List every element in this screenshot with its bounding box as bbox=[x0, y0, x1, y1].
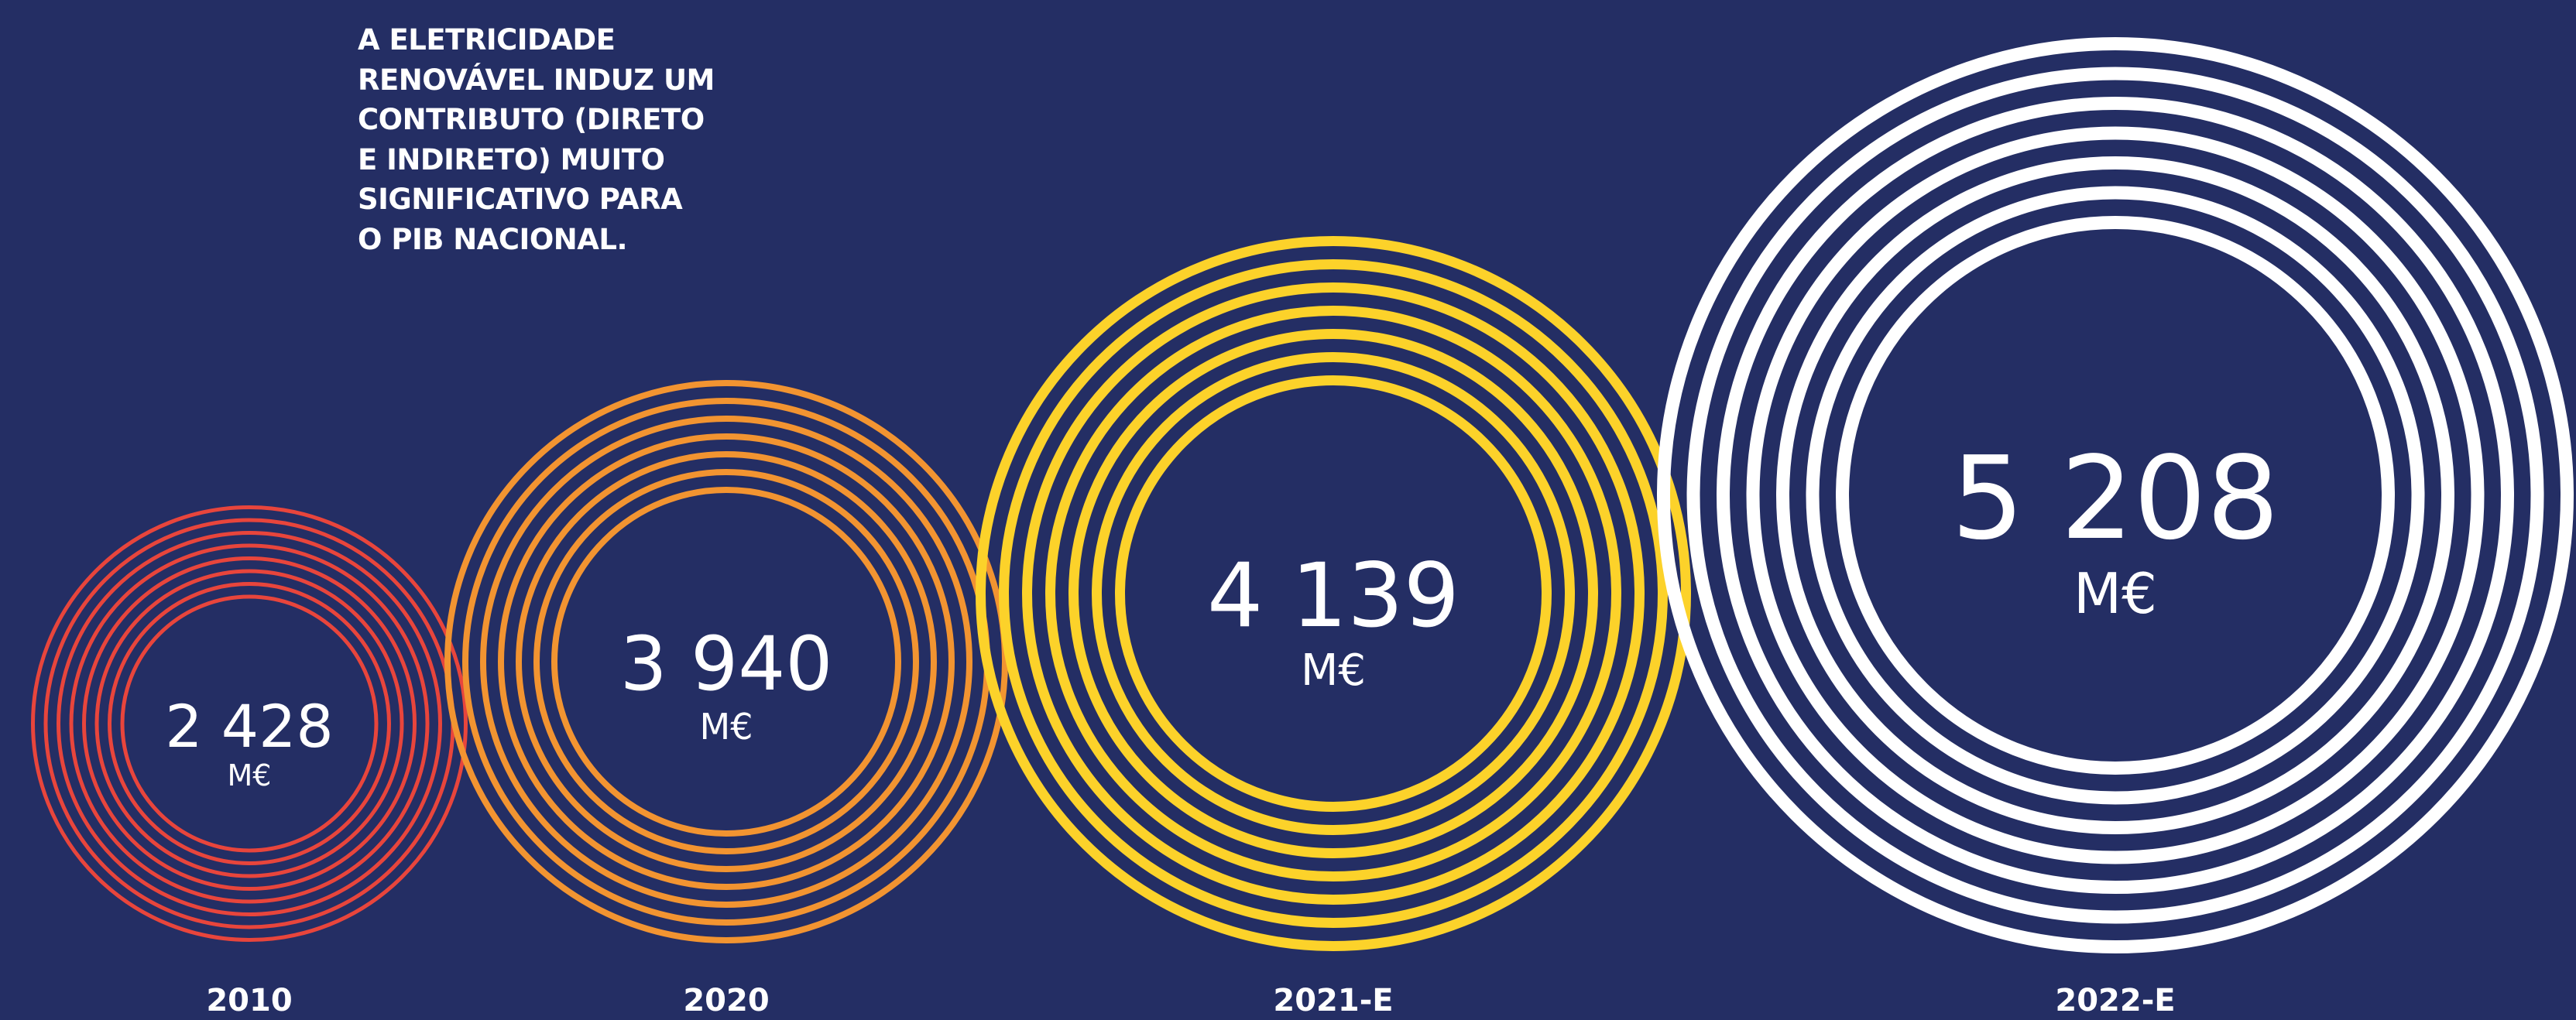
bubble-ring bbox=[498, 433, 955, 890]
bubble-ring bbox=[120, 594, 379, 853]
bubble-ring bbox=[999, 259, 1668, 928]
bubble-ring bbox=[94, 569, 404, 878]
bubble-value-label: 5 208 bbox=[1951, 432, 2279, 565]
bubble-ring bbox=[108, 582, 391, 865]
bubble-unit-label: M€ bbox=[228, 758, 272, 792]
year-label: 2020 bbox=[683, 983, 769, 1018]
bubble-ring bbox=[1045, 306, 1621, 881]
bubble-ring bbox=[1776, 156, 2454, 834]
bubble-ring bbox=[533, 469, 919, 854]
bubble-unit-label: M€ bbox=[2073, 561, 2157, 626]
bubble-ring bbox=[1657, 37, 2574, 953]
bubble-ring bbox=[516, 451, 937, 872]
bubble-ring bbox=[1115, 375, 1552, 812]
bubble-ring bbox=[444, 380, 1008, 943]
bubble-ring bbox=[480, 416, 972, 908]
bubble-ring bbox=[1806, 186, 2425, 805]
bubble-ring bbox=[1068, 329, 1598, 858]
bubble-ring bbox=[69, 543, 430, 904]
bubble-value-label: 3 940 bbox=[620, 621, 833, 707]
year-label: 2010 bbox=[206, 983, 292, 1018]
bubble-ring bbox=[1686, 67, 2544, 924]
headline-text: A ELETRICIDADE RENOVÁVEL INDUZ UM CONTRI… bbox=[358, 23, 715, 256]
bubble-ring bbox=[551, 487, 901, 837]
bubble-ring bbox=[1746, 126, 2485, 864]
bubble-ring bbox=[1717, 97, 2514, 894]
bubble-ring bbox=[976, 236, 1691, 951]
year-label: 2021-E bbox=[1273, 983, 1393, 1018]
year-label: 2022-E bbox=[2055, 983, 2175, 1018]
bubble-value-label: 2 428 bbox=[165, 692, 334, 761]
bubble-ring bbox=[57, 531, 442, 916]
bubble-unit-label: M€ bbox=[700, 706, 753, 748]
bubble-value-label: 4 139 bbox=[1207, 544, 1460, 647]
bubble-ring bbox=[82, 556, 417, 891]
bubble-unit-label: M€ bbox=[1301, 645, 1366, 696]
bubble-ring bbox=[1836, 216, 2395, 775]
bubble-ring bbox=[1092, 352, 1575, 835]
bubble-ring bbox=[1022, 282, 1645, 905]
bubble-ring bbox=[31, 505, 468, 942]
